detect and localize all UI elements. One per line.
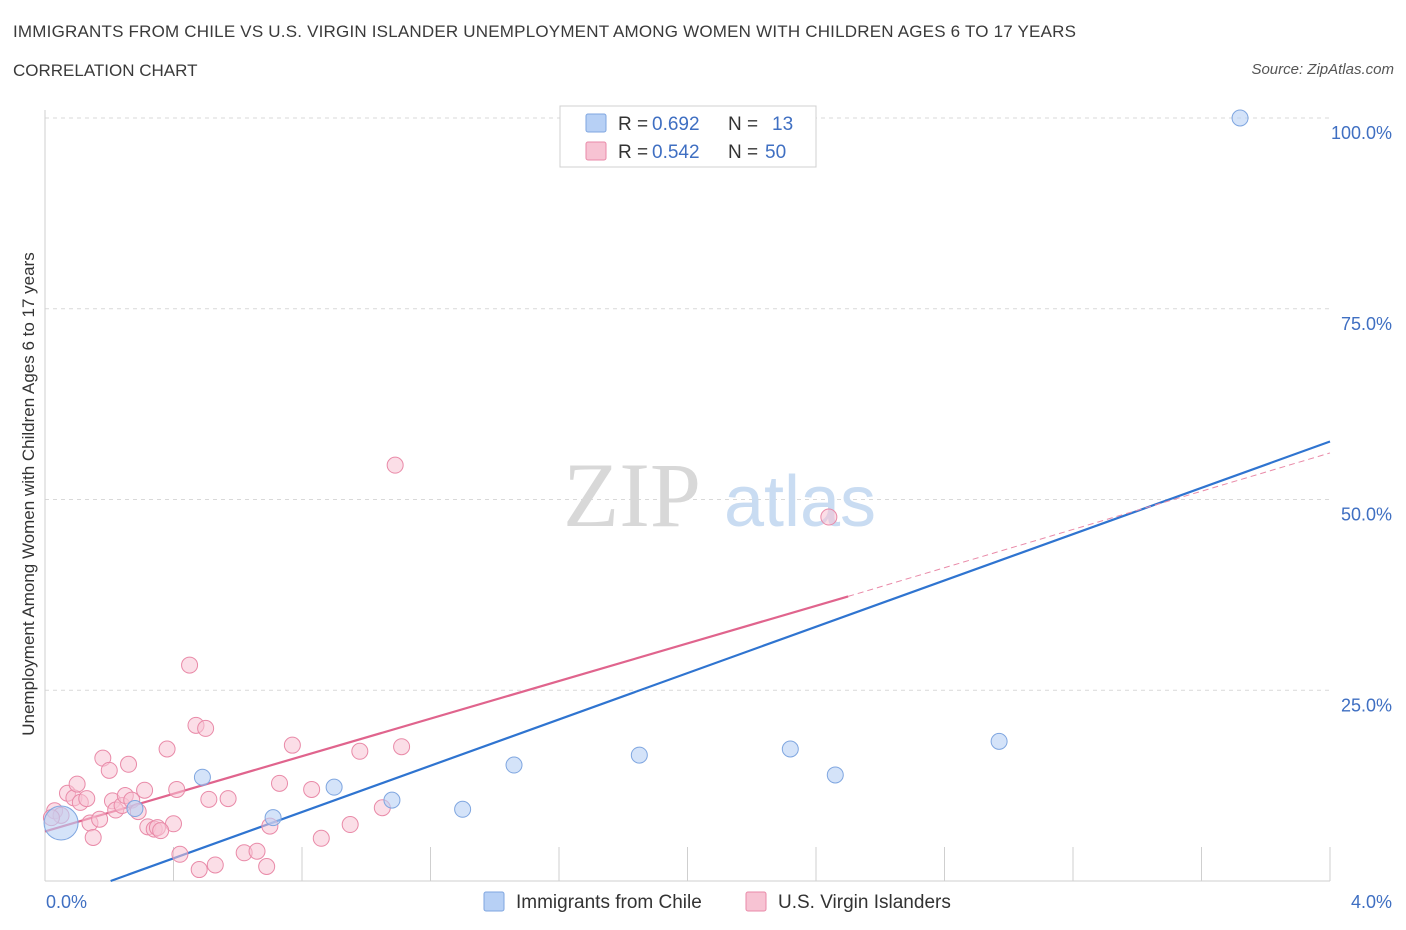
data-point-chile xyxy=(505,756,523,774)
y-tick-label: 25.0% xyxy=(1341,695,1392,715)
data-point-chile xyxy=(990,732,1008,750)
y-tick-label: 75.0% xyxy=(1341,314,1392,334)
data-point-virgin-islanders xyxy=(78,790,96,808)
data-point-virgin-islanders xyxy=(386,456,404,474)
grid-lines xyxy=(45,117,1330,691)
y-tick-label: 100.0% xyxy=(1331,123,1392,143)
source-credit: Source: ZipAtlas.com xyxy=(1251,61,1394,78)
data-point-virgin-islanders xyxy=(393,738,411,756)
series-legend-swatch-chile xyxy=(483,891,505,912)
chart-title: IMMIGRANTS FROM CHILE VS U.S. VIRGIN ISL… xyxy=(13,22,1077,41)
data-point-virgin-islanders xyxy=(91,810,109,828)
data-point-virgin-islanders xyxy=(283,736,301,754)
y-tick-label: 50.0% xyxy=(1341,505,1392,525)
data-point-chile xyxy=(325,778,343,796)
data-point-virgin-islanders xyxy=(206,856,224,874)
series-legend: Immigrants from Chile U.S. Virgin Island… xyxy=(483,891,951,913)
series-legend-label-chile: Immigrants from Chile xyxy=(516,892,702,913)
legend-r-label: R = xyxy=(618,142,648,163)
trend-line-chile xyxy=(110,440,1331,883)
data-point-virgin-islanders xyxy=(181,656,199,674)
data-point-virgin-islanders xyxy=(312,829,330,847)
data-point-chile xyxy=(781,740,799,758)
stats-legend: R = 0.692 N = 13 R = 0.542 N = 50 xyxy=(559,105,817,168)
legend-n-label: N = xyxy=(728,142,758,163)
data-point-virgin-islanders xyxy=(190,861,208,879)
data-point-virgin-islanders xyxy=(258,858,276,876)
legend-n-value: 50 xyxy=(765,142,786,163)
data-point-chile xyxy=(126,800,144,818)
data-point-virgin-islanders xyxy=(303,780,321,798)
legend-r-label: R = xyxy=(618,114,648,135)
data-point-virgin-islanders xyxy=(248,842,266,860)
x-tick-label: 0.0% xyxy=(46,892,87,912)
series-legend-label-virgin-islanders: U.S. Virgin Islanders xyxy=(778,892,951,913)
data-point-virgin-islanders xyxy=(197,719,215,737)
y-axis-label: Unemployment Among Women with Children A… xyxy=(19,252,38,736)
data-point-chile xyxy=(454,800,472,818)
data-point-virgin-islanders xyxy=(136,781,154,799)
watermark-zip: ZIP xyxy=(563,444,701,546)
data-point-virgin-islanders xyxy=(351,742,369,760)
watermark: ZIP atlas xyxy=(563,444,876,546)
data-point-chile xyxy=(1231,109,1249,127)
data-point-virgin-islanders xyxy=(100,761,118,779)
data-point-chile xyxy=(630,746,648,764)
data-point-chile xyxy=(193,768,211,786)
x-tick-labels: 0.0% 4.0% xyxy=(46,892,1392,912)
data-point-virgin-islanders xyxy=(168,780,186,798)
watermark-atlas: atlas xyxy=(724,462,876,542)
data-point-chile xyxy=(383,791,401,809)
data-point-virgin-islanders xyxy=(171,845,189,863)
trend-line-virgin-islanders xyxy=(44,595,849,833)
chart-subtitle: CORRELATION CHART xyxy=(13,61,198,80)
legend-swatch-virgin-islanders xyxy=(585,141,607,161)
data-point-virgin-islanders xyxy=(68,775,86,793)
legend-n-value: 13 xyxy=(772,114,793,135)
legend-swatch-chile xyxy=(585,113,607,133)
data-point-virgin-islanders xyxy=(219,790,237,808)
data-point-chile xyxy=(826,766,844,784)
data-points xyxy=(42,109,1249,879)
data-point-virgin-islanders xyxy=(152,822,170,840)
data-point-virgin-islanders xyxy=(341,816,359,834)
y-tick-labels: 25.0% 50.0% 75.0% 100.0% xyxy=(1331,123,1392,715)
data-point-virgin-islanders xyxy=(158,740,176,758)
trend-line-extension-virgin-islanders xyxy=(847,452,1331,597)
data-point-virgin-islanders xyxy=(820,508,838,526)
legend-n-label: N = xyxy=(728,114,758,135)
data-point-virgin-islanders xyxy=(271,774,289,792)
x-tick-label: 4.0% xyxy=(1351,892,1392,912)
data-point-virgin-islanders xyxy=(120,755,138,773)
legend-r-value: 0.542 xyxy=(652,142,700,163)
series-legend-swatch-virgin-islanders xyxy=(745,891,767,912)
data-point-chile xyxy=(264,809,282,827)
data-point-chile xyxy=(43,805,79,841)
legend-r-value: 0.692 xyxy=(652,114,700,135)
axes xyxy=(44,110,1331,882)
data-point-virgin-islanders xyxy=(84,829,102,847)
data-point-virgin-islanders xyxy=(200,790,218,808)
